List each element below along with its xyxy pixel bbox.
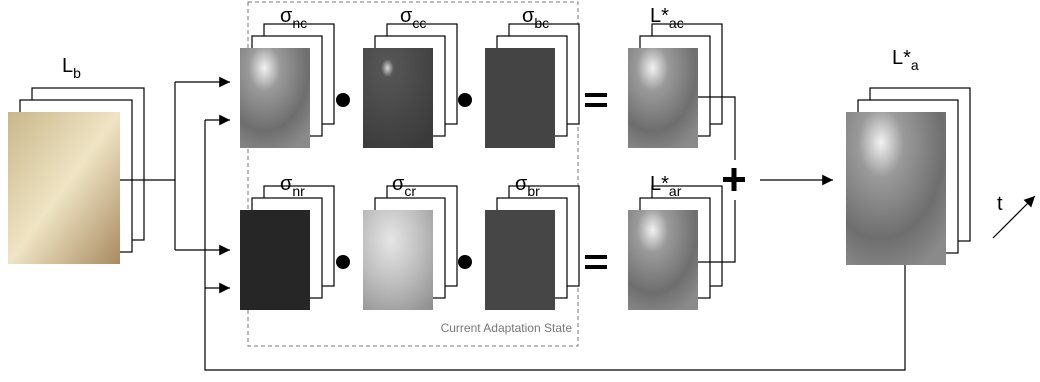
image (240, 48, 310, 148)
label-sub: nc (292, 15, 307, 31)
stack-cr (363, 186, 457, 310)
stack-lb (8, 88, 144, 264)
label-base: σ (522, 5, 535, 27)
stack-label: L*a (892, 47, 919, 73)
image (240, 210, 310, 310)
image (8, 112, 120, 264)
image (485, 48, 555, 148)
label-base: L (62, 55, 73, 77)
label-sub: br (527, 183, 540, 199)
image (363, 210, 433, 310)
label-sub: cc (412, 15, 426, 31)
image (485, 210, 555, 310)
label-sub: b (73, 65, 81, 81)
stack-bc (485, 24, 579, 148)
image (363, 48, 433, 148)
image (628, 210, 698, 310)
label-base: L* (892, 47, 911, 69)
label-base: σ (392, 173, 405, 195)
label-base: σ (280, 5, 293, 27)
stack-ac (628, 24, 722, 148)
label-base: σ (400, 5, 413, 27)
stack-nc (240, 24, 334, 148)
label-sub: ar (669, 183, 682, 199)
label-sub: nr (292, 183, 305, 199)
stack-label: Lb (62, 55, 81, 81)
label-base: σ (280, 173, 293, 195)
label-base: σ (515, 173, 528, 195)
image-stacks (8, 24, 970, 310)
label-sub: a (911, 57, 919, 73)
label-base: L* (650, 5, 669, 27)
image (628, 48, 698, 148)
stack-cc (363, 24, 457, 148)
image (846, 112, 946, 265)
stack-nr (240, 186, 334, 310)
box-label: Current Adaptation State (441, 321, 573, 335)
label-sub: cr (404, 183, 416, 199)
stack-a (846, 88, 970, 265)
time-label: t (997, 193, 1003, 215)
diagram: Current Adaptation State LbσncσccσbcL*ac… (0, 0, 1040, 377)
label-sub: ac (669, 15, 684, 31)
label-sub: bc (534, 15, 549, 31)
stack-ar (628, 186, 722, 310)
stack-br (485, 186, 579, 310)
label-base: L* (650, 173, 669, 195)
